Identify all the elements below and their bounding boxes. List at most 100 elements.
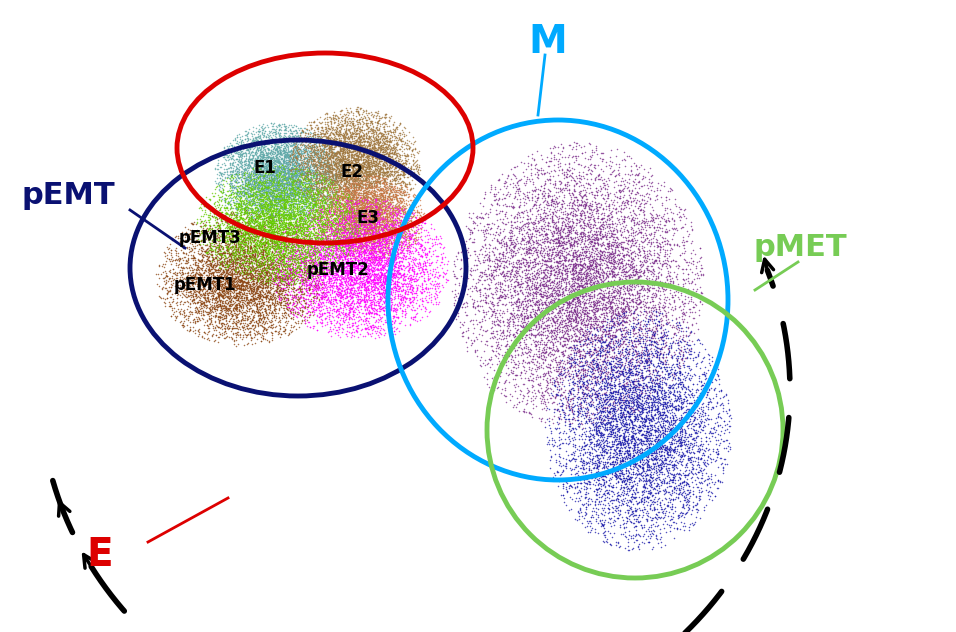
Point: [263, 227, 278, 237]
Point: [262, 280, 277, 290]
Point: [372, 161, 387, 171]
Point: [675, 411, 690, 422]
Point: [268, 268, 283, 278]
Point: [187, 272, 203, 282]
Point: [261, 209, 276, 219]
Point: [722, 422, 737, 432]
Point: [374, 195, 389, 205]
Point: [393, 219, 408, 229]
Point: [351, 242, 366, 252]
Point: [573, 288, 588, 298]
Point: [319, 167, 335, 178]
Point: [322, 180, 337, 190]
Point: [559, 322, 575, 332]
Point: [365, 277, 380, 287]
Point: [310, 157, 325, 167]
Point: [589, 362, 604, 372]
Point: [406, 253, 422, 264]
Point: [362, 204, 378, 214]
Point: [297, 319, 313, 329]
Point: [357, 125, 372, 135]
Point: [304, 253, 319, 264]
Point: [315, 139, 330, 149]
Point: [642, 312, 658, 322]
Point: [551, 294, 566, 304]
Point: [408, 156, 424, 166]
Point: [586, 323, 601, 333]
Point: [188, 302, 204, 312]
Point: [474, 330, 489, 340]
Point: [387, 276, 402, 286]
Point: [203, 276, 218, 286]
Point: [267, 153, 282, 163]
Point: [633, 330, 648, 340]
Point: [265, 229, 280, 240]
Point: [637, 218, 652, 228]
Point: [360, 150, 376, 161]
Point: [313, 159, 328, 169]
Point: [294, 140, 310, 150]
Point: [206, 230, 222, 240]
Point: [302, 178, 317, 188]
Point: [604, 222, 619, 232]
Point: [310, 176, 325, 186]
Point: [274, 159, 290, 169]
Point: [540, 332, 555, 343]
Point: [180, 274, 195, 284]
Point: [285, 148, 300, 158]
Point: [371, 234, 386, 245]
Point: [237, 256, 252, 266]
Point: [337, 187, 353, 197]
Point: [286, 252, 301, 262]
Point: [240, 244, 255, 254]
Point: [336, 201, 351, 211]
Point: [284, 222, 299, 232]
Point: [363, 171, 379, 181]
Point: [272, 181, 288, 191]
Point: [617, 412, 632, 422]
Point: [367, 245, 382, 255]
Point: [631, 428, 646, 438]
Point: [255, 150, 271, 161]
Point: [324, 250, 339, 260]
Point: [162, 300, 177, 310]
Point: [277, 152, 293, 162]
Point: [602, 384, 618, 394]
Point: [243, 237, 258, 247]
Point: [231, 257, 247, 267]
Point: [494, 279, 510, 289]
Point: [496, 263, 511, 273]
Point: [227, 176, 242, 186]
Point: [228, 292, 243, 302]
Point: [241, 226, 256, 236]
Point: [307, 162, 322, 172]
Point: [716, 391, 731, 401]
Point: [395, 223, 410, 233]
Point: [385, 238, 401, 248]
Point: [220, 258, 235, 269]
Point: [307, 188, 322, 198]
Point: [374, 303, 389, 313]
Point: [379, 202, 394, 212]
Point: [324, 240, 339, 250]
Point: [255, 287, 271, 297]
Point: [361, 161, 377, 171]
Point: [459, 341, 474, 351]
Point: [306, 178, 321, 188]
Point: [694, 470, 709, 480]
Point: [217, 231, 232, 241]
Point: [308, 145, 323, 155]
Point: [361, 179, 377, 189]
Point: [627, 416, 642, 426]
Point: [241, 205, 256, 216]
Point: [533, 308, 549, 318]
Point: [301, 233, 316, 243]
Point: [335, 193, 350, 204]
Point: [346, 210, 361, 220]
Point: [230, 242, 246, 252]
Point: [222, 272, 237, 283]
Point: [690, 426, 706, 436]
Point: [641, 451, 656, 461]
Point: [604, 411, 619, 421]
Point: [380, 215, 395, 225]
